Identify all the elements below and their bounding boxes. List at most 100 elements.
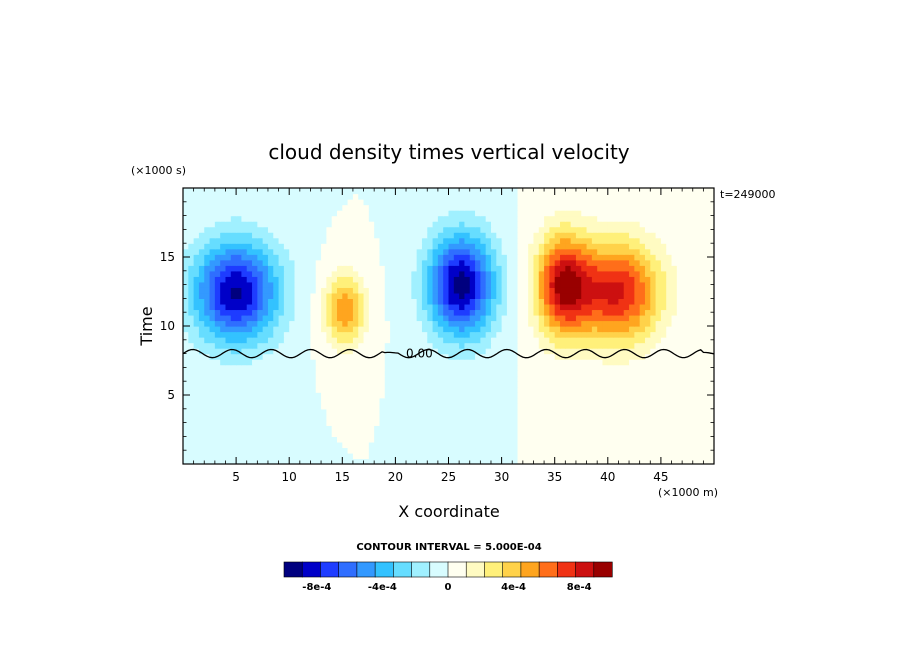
heatmap-cell <box>485 276 492 283</box>
heatmap-cell <box>305 204 312 211</box>
heatmap-cell <box>198 331 205 338</box>
heatmap-cell <box>347 430 354 437</box>
heatmap-cell <box>607 226 614 233</box>
heatmap-cell <box>225 370 232 377</box>
heatmap-cell <box>326 430 333 437</box>
heatmap-cell <box>411 447 418 454</box>
heatmap-cell <box>698 452 704 460</box>
heatmap-cell <box>496 326 503 333</box>
heatmap-cell <box>618 370 625 377</box>
heatmap-cell <box>193 353 200 360</box>
heatmap-cell <box>650 188 657 195</box>
heatmap-cell <box>411 436 418 443</box>
heatmap-cell <box>400 204 407 211</box>
heatmap-cell <box>538 287 545 294</box>
heatmap-cell <box>533 314 540 322</box>
heatmap-cell <box>183 403 189 410</box>
heatmap-cell <box>650 314 657 322</box>
heatmap-cell <box>459 292 466 299</box>
heatmap-cell <box>549 337 556 344</box>
heatmap-cell <box>644 215 651 222</box>
heatmap-cell <box>607 359 614 366</box>
heatmap-cell <box>390 320 396 327</box>
heatmap-cell <box>506 430 513 437</box>
heatmap-cell <box>655 237 662 244</box>
heatmap-cell <box>682 403 689 410</box>
heatmap-cell <box>209 298 216 305</box>
heatmap-cell <box>347 314 354 322</box>
heatmap-cell <box>294 237 301 244</box>
heatmap-cell <box>687 392 694 399</box>
heatmap-cell <box>480 370 487 377</box>
heatmap-cell <box>522 430 529 437</box>
heatmap-cell <box>368 430 375 437</box>
heatmap-cell <box>321 403 327 410</box>
heatmap-cell <box>634 232 641 239</box>
heatmap-cell <box>549 403 556 410</box>
heatmap-cell <box>533 370 540 377</box>
heatmap-cell <box>613 215 620 222</box>
heatmap-cell <box>506 414 513 421</box>
heatmap-cell <box>602 452 609 460</box>
heatmap-cell <box>273 320 280 327</box>
heatmap-cell <box>692 193 699 200</box>
heatmap-cell <box>570 193 577 200</box>
heatmap-cell <box>607 188 614 195</box>
heatmap-cell <box>623 281 630 288</box>
heatmap-cell <box>241 314 248 322</box>
heatmap-cell <box>299 248 306 255</box>
heatmap-cell <box>459 397 466 404</box>
heatmap-cell <box>623 259 630 266</box>
heatmap-cell <box>358 204 365 211</box>
heatmap-cell <box>198 337 205 344</box>
heatmap-cell <box>336 303 343 311</box>
heatmap-cell <box>384 452 391 460</box>
heatmap-cell <box>262 259 269 266</box>
heatmap-cell <box>698 447 704 454</box>
heatmap-cell <box>395 414 402 421</box>
heatmap-cell <box>257 287 264 294</box>
heatmap-cell <box>469 381 476 388</box>
heatmap-cell <box>475 414 481 421</box>
heatmap-cell <box>459 298 466 305</box>
heatmap-cell <box>634 309 641 316</box>
heatmap-cell <box>352 309 359 316</box>
heatmap-cell <box>554 408 561 415</box>
heatmap-cell <box>676 265 683 272</box>
heatmap-cell <box>236 309 243 316</box>
heatmap-cell <box>623 348 630 355</box>
heatmap-cell <box>682 331 689 338</box>
heatmap-cell <box>406 331 412 338</box>
heatmap-cell <box>459 215 466 222</box>
heatmap-cell <box>506 248 513 255</box>
heatmap-cell <box>565 392 572 399</box>
heatmap-cell <box>347 348 354 355</box>
heatmap-cell <box>188 292 195 299</box>
heatmap-cell <box>475 436 481 443</box>
heatmap-cell <box>522 408 529 415</box>
heatmap-cell <box>427 403 434 410</box>
heatmap-cell <box>368 298 375 305</box>
heatmap-cell <box>549 188 556 195</box>
heatmap-cell <box>326 254 333 261</box>
heatmap-cell <box>554 447 561 454</box>
heatmap-cell <box>528 430 535 437</box>
heatmap-cell <box>682 237 689 244</box>
heatmap-cell <box>623 436 630 443</box>
heatmap-cell <box>517 237 524 244</box>
heatmap-cell <box>406 237 412 244</box>
heatmap-cell <box>501 386 508 393</box>
heatmap-cell <box>575 221 582 228</box>
heatmap-cell <box>464 430 471 437</box>
heatmap-cell <box>506 237 513 244</box>
heatmap-cell <box>506 342 513 349</box>
heatmap-cell <box>374 237 381 244</box>
heatmap-cell <box>294 425 301 432</box>
heatmap-cell <box>496 331 503 338</box>
heatmap-cell <box>485 331 492 338</box>
heatmap-cell <box>198 408 205 415</box>
heatmap-cell <box>374 403 381 410</box>
heatmap-cell <box>262 210 269 217</box>
heatmap-cell <box>522 226 529 233</box>
heatmap-cell <box>278 314 285 322</box>
